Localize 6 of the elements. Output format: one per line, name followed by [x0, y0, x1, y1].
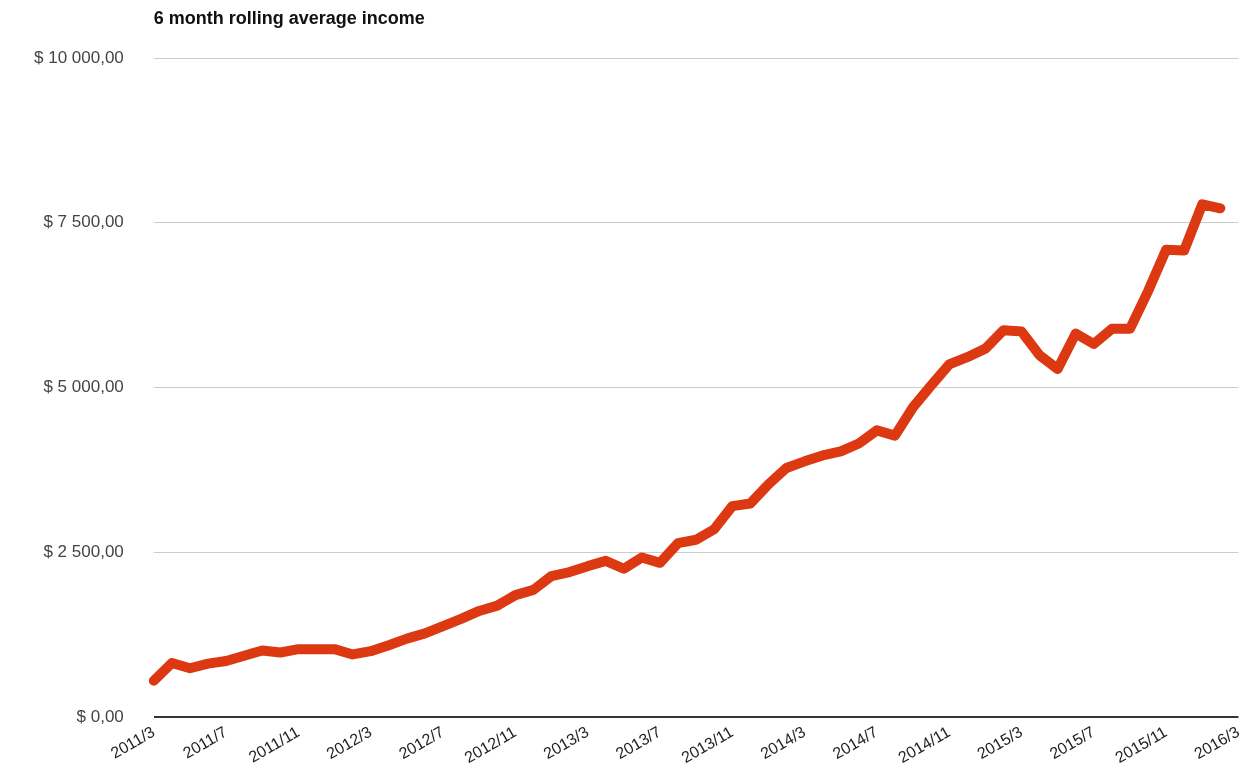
chart-title: 6 month rolling average income — [153, 8, 425, 28]
y-tick-label: $ 0,00 — [76, 706, 124, 726]
y-tick-label: $ 5 000,00 — [43, 377, 124, 397]
y-tick-label: $ 10 000,00 — [33, 47, 124, 67]
y-tick-label: $ 7 500,00 — [43, 212, 124, 232]
y-tick-label: $ 2 500,00 — [43, 541, 124, 561]
